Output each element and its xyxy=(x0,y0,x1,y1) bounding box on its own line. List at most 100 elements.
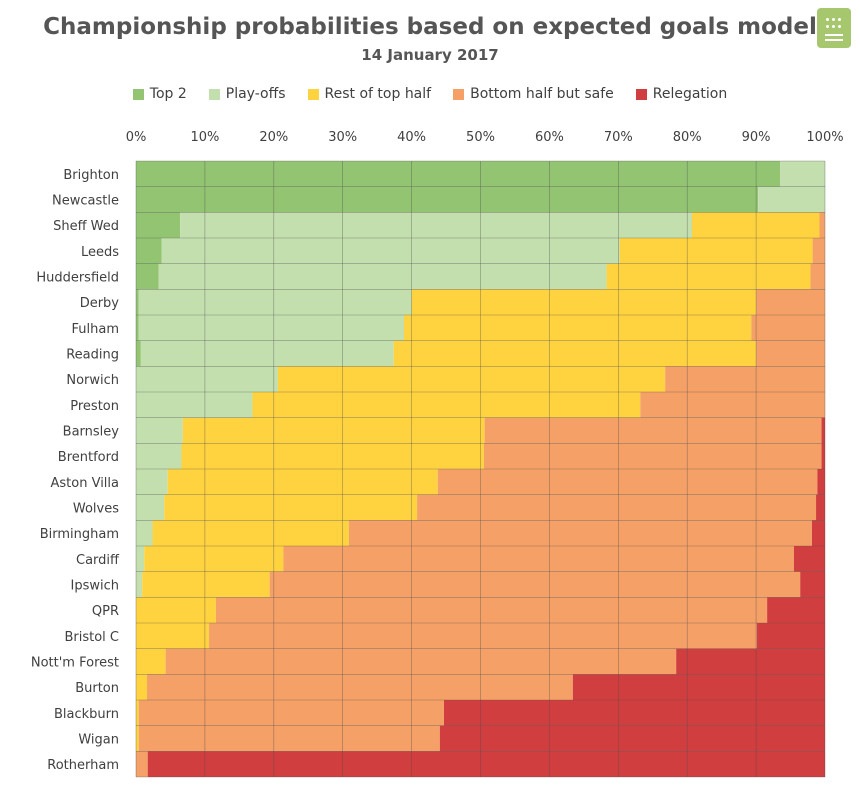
bar-segment xyxy=(152,520,349,546)
bar-segment xyxy=(269,571,801,598)
x-tick-label: 0% xyxy=(126,130,147,145)
legend-item: Top 2 xyxy=(132,86,187,102)
bar-segment xyxy=(136,494,165,521)
bar-segment xyxy=(136,674,148,700)
bar-segment xyxy=(136,315,139,341)
x-tick-label: 50% xyxy=(466,130,495,145)
category-label: Newcastle xyxy=(52,194,119,209)
bar-segment xyxy=(138,725,440,752)
bar-segment xyxy=(136,186,759,213)
bar-segment xyxy=(136,289,139,315)
bar-segment xyxy=(483,443,822,469)
chart-subtitle: 14 January 2017 xyxy=(361,46,499,64)
category-label: Blackburn xyxy=(54,707,119,722)
bar-segment xyxy=(136,597,216,623)
bar-segment xyxy=(756,289,825,315)
bar-segment xyxy=(136,161,781,187)
category-label: Birmingham xyxy=(40,527,119,542)
bar-segment xyxy=(817,469,825,495)
bar-segment xyxy=(756,340,825,367)
category-label: Aston Villa xyxy=(51,476,120,491)
bar-segment xyxy=(158,263,607,290)
legend-swatch xyxy=(453,88,465,100)
legend-item: Play-offs xyxy=(208,86,286,102)
category-label: Derby xyxy=(80,296,120,311)
bar-segment xyxy=(572,674,825,700)
bar-segment xyxy=(136,751,148,777)
category-label: Fulham xyxy=(72,322,120,337)
category-label: Huddersfield xyxy=(36,271,119,286)
x-tick-label: 90% xyxy=(742,130,771,145)
bar-segment xyxy=(136,648,166,675)
bar-segment xyxy=(181,443,484,469)
logo-icon xyxy=(817,8,851,48)
bar-segment xyxy=(404,315,752,341)
legend-item: Relegation xyxy=(635,86,727,102)
legend-label: Bottom half but safe xyxy=(470,86,614,102)
bar-segment xyxy=(147,674,573,700)
category-label: Preston xyxy=(70,399,119,414)
bar-segment xyxy=(816,494,825,521)
bar-segment xyxy=(136,263,159,290)
bar-segment xyxy=(182,417,485,444)
bar-segment xyxy=(751,315,825,341)
bar-segment xyxy=(136,340,141,367)
x-tick-label: 100% xyxy=(806,130,843,145)
category-label: Sheff Wed xyxy=(53,219,119,234)
x-tick-label: 20% xyxy=(259,130,288,145)
bar-segment xyxy=(793,546,825,572)
bar-segment xyxy=(348,520,812,546)
x-tick-label: 40% xyxy=(397,130,426,145)
x-tick-label: 30% xyxy=(328,130,357,145)
category-label: Reading xyxy=(66,348,119,363)
bar-segment xyxy=(136,469,168,495)
bar-segment xyxy=(758,186,825,213)
bar-segment xyxy=(136,623,210,649)
bar-segment xyxy=(138,289,412,315)
bar-segment xyxy=(393,340,757,367)
bar-segment xyxy=(443,700,825,726)
bar-segment xyxy=(136,417,183,444)
category-label: Brighton xyxy=(63,168,119,183)
bar-segment xyxy=(411,289,757,315)
bar-segment xyxy=(140,340,394,367)
bar-segment xyxy=(138,315,405,341)
bar-segment xyxy=(215,597,768,623)
bar-segment xyxy=(810,263,825,290)
category-label: Leeds xyxy=(81,245,119,260)
bar-segment xyxy=(277,366,666,392)
bar-segment xyxy=(606,263,811,290)
bar-segment xyxy=(619,238,813,264)
legend-swatch xyxy=(208,88,220,100)
bar-segment xyxy=(144,546,284,572)
bar-segment xyxy=(756,623,825,649)
bar-segment xyxy=(283,546,794,572)
bar-segment xyxy=(136,546,145,572)
bar-segment xyxy=(165,648,677,675)
bar-segment xyxy=(767,597,825,623)
x-tick-label: 10% xyxy=(190,130,219,145)
bar-segment xyxy=(209,623,757,649)
bar-segment xyxy=(640,392,825,418)
category-label: Burton xyxy=(75,681,119,696)
chart-legend: Top 2 Play-offs Rest of top half Bottom hal… xyxy=(0,86,860,102)
bar-segment xyxy=(811,520,825,546)
bar-segment xyxy=(136,571,143,598)
category-label: Brentford xyxy=(58,450,119,465)
bar-segment xyxy=(136,238,162,264)
category-label: Ipswich xyxy=(71,579,120,594)
legend-label: Play-offs xyxy=(225,86,286,102)
bar-segment xyxy=(180,212,693,238)
bar-segment xyxy=(676,648,825,675)
bar-segment xyxy=(692,212,820,238)
category-label: Bristol C xyxy=(64,630,119,645)
bar-segment xyxy=(138,700,444,726)
bar-segment xyxy=(437,469,818,495)
bar-segment xyxy=(136,366,278,392)
bar-segment xyxy=(142,571,270,598)
bar-segment xyxy=(439,725,825,752)
legend-label: Top 2 xyxy=(149,86,187,102)
bar-segment xyxy=(136,443,182,469)
bar-segment xyxy=(417,494,817,521)
category-label: Norwich xyxy=(66,373,119,388)
